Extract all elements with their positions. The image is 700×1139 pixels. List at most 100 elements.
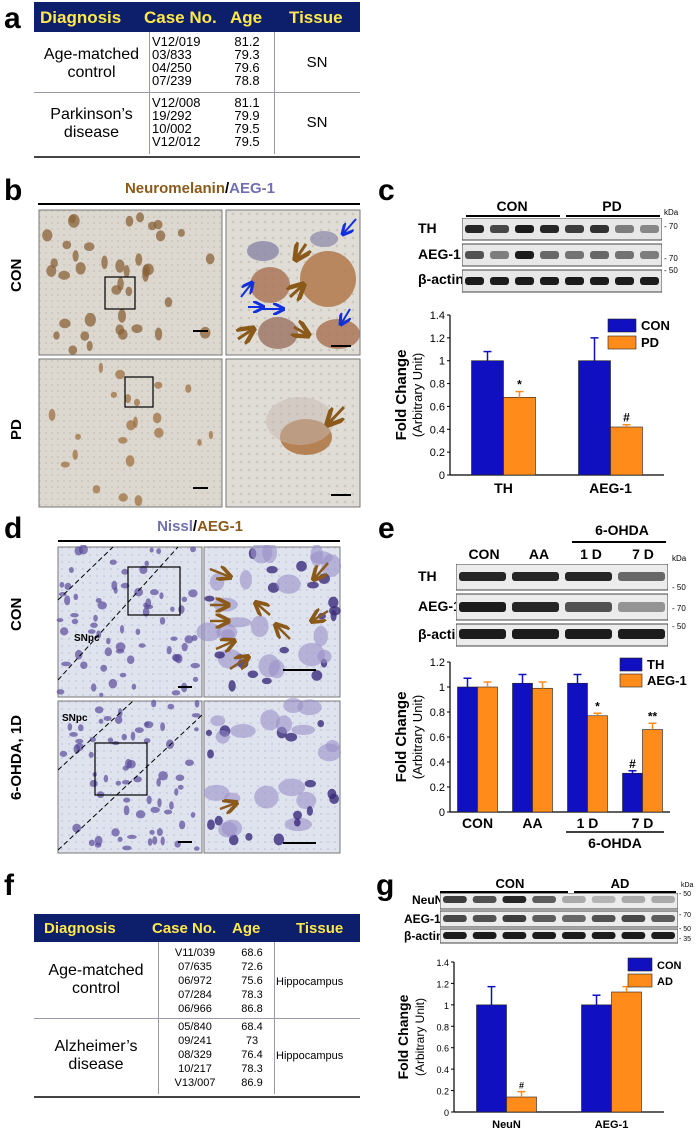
mw-marker: - 50	[664, 266, 678, 275]
neuron	[199, 326, 211, 339]
blot-band	[562, 896, 586, 903]
y-axis-label: Fold Change	[393, 350, 410, 441]
neuron	[80, 331, 90, 341]
blot-band	[515, 277, 534, 285]
nucleus	[266, 566, 278, 574]
nucleus	[80, 661, 88, 669]
nucleus	[97, 601, 107, 610]
group-con-rule	[440, 891, 568, 893]
nucleus	[279, 646, 289, 654]
table-a: Diagnosis Case No. Age Tissue Age-matche…	[34, 2, 360, 158]
x-tick-label: 1 D	[577, 815, 599, 831]
neuron	[62, 240, 72, 250]
blot-band	[562, 932, 586, 939]
bar	[567, 682, 588, 813]
title-nissl: Nissl	[157, 518, 193, 535]
nucleus	[67, 723, 73, 731]
nucleus	[175, 774, 185, 782]
nucleus	[142, 607, 150, 617]
legend-swatch	[619, 673, 643, 688]
nucleus	[304, 779, 317, 788]
neuron	[205, 253, 215, 265]
neuron	[262, 545, 278, 564]
y-tick-label: 0.8	[430, 707, 445, 719]
nucleus	[191, 634, 198, 641]
table-f-header-tissue: Tissue	[296, 920, 344, 937]
blot-band	[621, 896, 646, 903]
neuron	[86, 340, 93, 352]
age-value: 79.9	[234, 108, 260, 123]
nucleus	[115, 780, 122, 786]
mw-marker: - 50	[672, 622, 686, 631]
y-tick-label: 1	[444, 1001, 449, 1011]
brown-arrow	[294, 327, 308, 335]
nucleus	[169, 801, 174, 810]
nucleus	[146, 795, 152, 805]
age-value: 75.6	[241, 975, 263, 987]
neuron	[221, 629, 235, 641]
bar	[457, 686, 478, 813]
blot-band	[590, 251, 609, 259]
panel-c-blot	[462, 218, 662, 293]
blot-band	[540, 225, 559, 233]
table-f: Diagnosis Case No. Age Tissue Age-matche…	[34, 914, 360, 1098]
mw-marker: - 35	[679, 936, 692, 943]
blot-band	[615, 225, 634, 233]
nucleus	[120, 582, 130, 589]
significance-mark: *	[517, 378, 522, 392]
title-separator: /	[192, 518, 198, 535]
tissue-cell: Hippocampus	[276, 976, 344, 988]
blot-band	[651, 896, 675, 903]
nucleus	[135, 810, 146, 819]
nucleus	[191, 713, 201, 718]
nucleus	[157, 798, 162, 808]
nucleus	[94, 706, 104, 714]
tissue-cell: Hippocampus	[276, 1050, 344, 1062]
neuron	[75, 262, 86, 275]
nucleus	[184, 635, 194, 644]
neuron	[135, 253, 143, 266]
legend-swatch	[627, 957, 653, 972]
case-number: 04/250	[152, 60, 192, 75]
bar	[506, 1096, 537, 1113]
neuron	[291, 724, 315, 735]
neuron	[125, 215, 134, 227]
nucleus	[75, 742, 84, 752]
lane-label: CON	[468, 546, 500, 562]
nucleus	[158, 771, 168, 781]
nucleus	[329, 793, 339, 805]
nucleus	[90, 622, 98, 628]
neuron	[209, 573, 225, 591]
case-number: 05/840	[178, 1021, 212, 1033]
y-tick-label: 0.2	[436, 1087, 449, 1097]
neuron	[111, 285, 122, 295]
case-number: V12/012	[152, 134, 201, 149]
blot-band	[565, 602, 612, 612]
blot-band	[459, 629, 506, 639]
neuron	[210, 715, 226, 727]
neuron	[131, 324, 143, 334]
nucleus	[192, 676, 199, 682]
tissue-cell: SN	[306, 54, 328, 71]
bar	[512, 682, 533, 813]
nucleus	[134, 727, 144, 733]
neuron	[218, 821, 238, 838]
case-number: V12/008	[152, 95, 201, 110]
brown-arrow	[328, 405, 346, 424]
nucleus	[149, 589, 159, 596]
age-list: 68.4 73 76.4 78.3 86.9	[230, 1020, 274, 1090]
nucleus	[75, 738, 84, 744]
nucleus	[194, 699, 200, 708]
nucleus	[205, 729, 213, 737]
blot-band	[615, 277, 634, 285]
blot-band	[618, 602, 665, 612]
nucleus	[190, 546, 196, 553]
y-tick-label: 1.4	[430, 310, 445, 322]
y-tick-label: 0.4	[436, 1065, 449, 1075]
nucleus	[69, 732, 78, 737]
neuron	[268, 659, 285, 679]
legend-label: AD	[657, 976, 673, 988]
diagnosis-cell: Parkinson’s disease	[50, 106, 133, 141]
blot-band	[565, 225, 584, 233]
neuron	[203, 784, 230, 801]
